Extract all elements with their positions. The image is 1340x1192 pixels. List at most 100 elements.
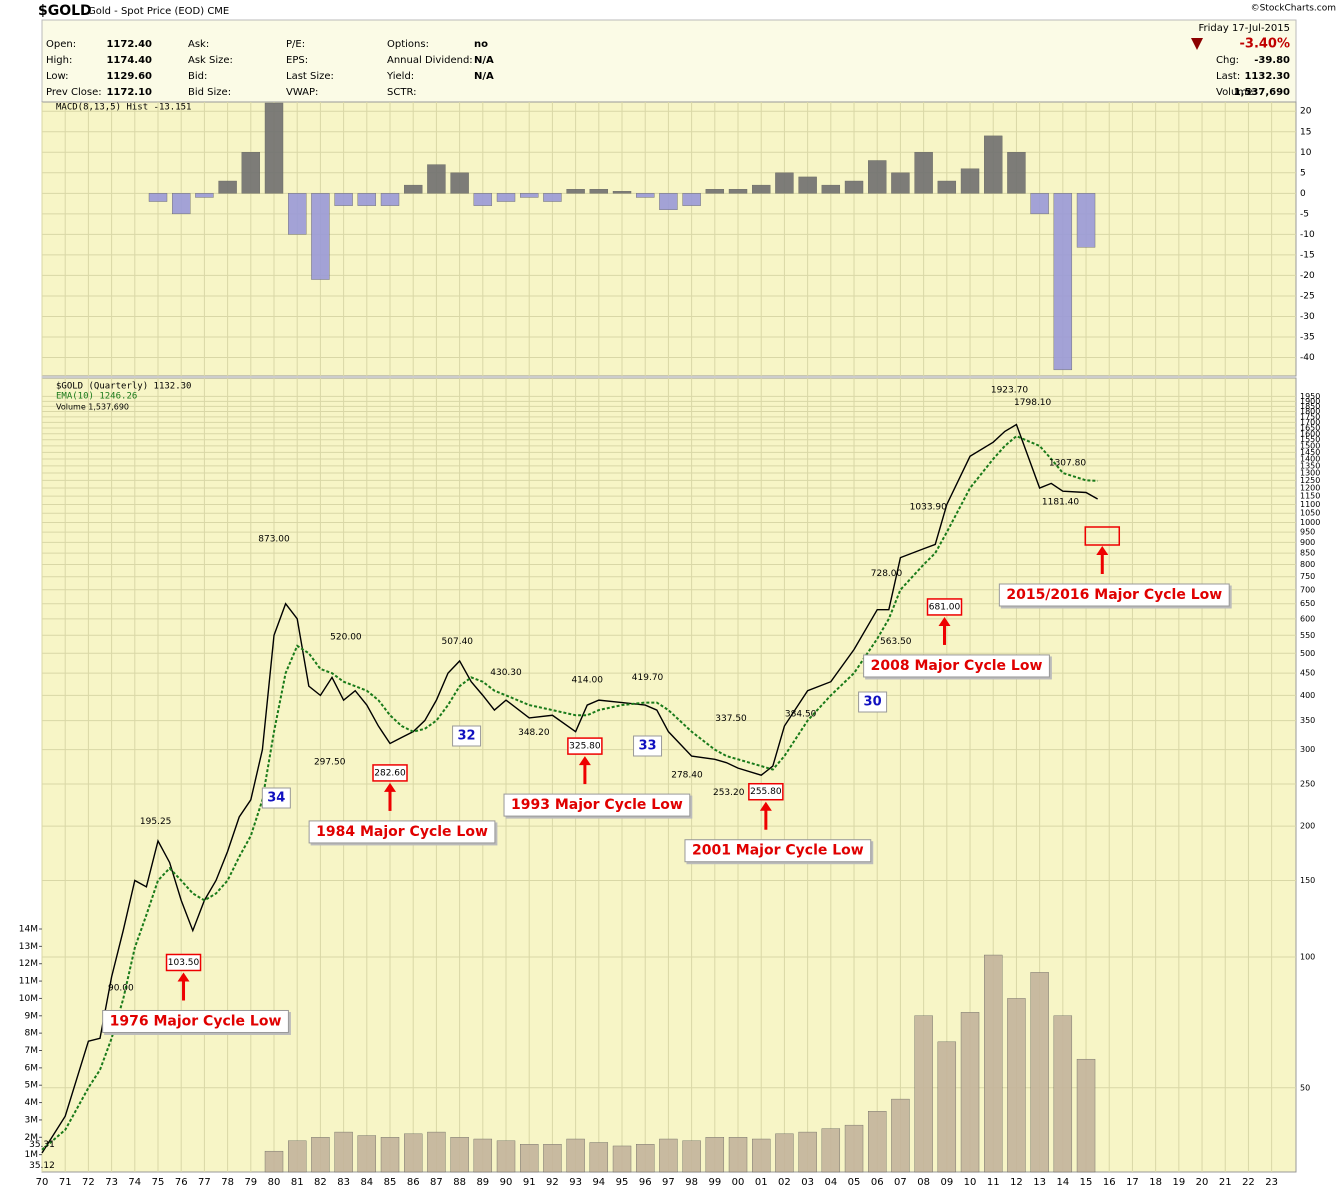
field-value: 1172.40 [106, 39, 152, 50]
bar [311, 193, 330, 280]
x-tick-label: 03 [801, 1177, 814, 1188]
bar [1053, 1015, 1073, 1173]
field-label: P/E: [286, 39, 305, 50]
volume-tick-label: 1M [25, 1150, 39, 1160]
price-label: 873.00 [258, 535, 290, 545]
y-tick-label: 1850 [1300, 402, 1320, 411]
y-tick-label: -5 [1300, 209, 1309, 219]
x-tick-label: 90 [500, 1177, 513, 1188]
field-value: N/A [474, 71, 494, 82]
volume-tick-label: 8M [25, 1029, 39, 1039]
field-value: N/A [474, 55, 494, 66]
y-tick-label: 20 [1300, 107, 1312, 117]
x-tick-label: 06 [871, 1177, 884, 1188]
y-tick-label: 850 [1300, 549, 1315, 558]
arrow-head [384, 782, 397, 792]
arrow-head [177, 972, 190, 982]
bar [682, 193, 701, 206]
x-tick-label: 04 [824, 1177, 837, 1188]
price-label: 35.12 [29, 1161, 55, 1171]
x-tick-label: 72 [82, 1177, 95, 1188]
cycle-low-text: 1984 Major Cycle Low [316, 824, 488, 840]
y-tick-label: 700 [1300, 585, 1315, 594]
y-tick-label: 1650 [1300, 423, 1320, 432]
y-tick-label: 1300 [1300, 468, 1320, 477]
bar [891, 1098, 910, 1173]
price-label: 195.25 [140, 817, 172, 827]
field-label: Bid Size: [188, 87, 231, 98]
low-box [165, 953, 202, 972]
x-tick-label: 02 [778, 1177, 791, 1188]
callout-box [102, 1009, 289, 1033]
price-label: 297.50 [314, 758, 346, 768]
bar [427, 164, 446, 194]
field-label: Low: [46, 71, 69, 82]
bar [821, 1128, 841, 1173]
x-tick-label: 70 [36, 1177, 49, 1188]
x-tick-label: 94 [592, 1177, 605, 1188]
y-tick-label: 1050 [1300, 509, 1320, 518]
bar [520, 1144, 539, 1173]
low-box [567, 737, 603, 755]
x-tick-label: 83 [337, 1177, 350, 1188]
cycle-low-text: 1993 Major Cycle Low [511, 797, 683, 813]
y-tick-label: 100 [1300, 952, 1315, 961]
x-tick-label: 13 [1033, 1177, 1046, 1188]
field-label: Options: [387, 39, 429, 50]
y-tick-label: 1600 [1300, 429, 1320, 438]
y-tick-label: -40 [1300, 353, 1315, 363]
volume-tick-label: 4M [25, 1098, 39, 1108]
low-box [926, 598, 963, 616]
y-tick-label: 800 [1300, 560, 1315, 569]
low-box [1084, 526, 1121, 546]
bar [589, 189, 609, 194]
y-tick-label: 1250 [1300, 476, 1320, 485]
y-tick-label: -10 [1300, 230, 1315, 240]
y-tick-label: 900 [1300, 538, 1315, 547]
bar [543, 193, 562, 202]
y-tick-label: 1500 [1300, 441, 1320, 450]
bar [380, 193, 400, 206]
bar [775, 1133, 794, 1173]
low-box [372, 764, 408, 782]
price-label: 384.50 [785, 709, 817, 719]
price-label: 35.31 [29, 1140, 55, 1150]
bar [1007, 998, 1026, 1173]
low-label: 255.80 [750, 787, 782, 797]
symbol: $GOLD [38, 3, 92, 19]
x-tick-label: 00 [732, 1177, 745, 1188]
y-tick-label: 10 [1300, 148, 1312, 158]
x-tick-label: 73 [105, 1177, 118, 1188]
legend-entry: EMA(10) 1246.26 [56, 392, 137, 402]
x-tick-label: 98 [685, 1177, 698, 1188]
field-value: 1,537,690 [1234, 87, 1290, 98]
volume-tick-label: 6M [25, 1063, 39, 1073]
bar [450, 1137, 469, 1173]
bar [172, 193, 191, 215]
x-tick-label: 76 [175, 1177, 188, 1188]
bar [798, 1131, 817, 1173]
bar [984, 135, 1003, 194]
x-tick-label: 75 [152, 1177, 165, 1188]
x-tick-label: 78 [221, 1177, 234, 1188]
y-tick-label: 1950 [1300, 392, 1320, 401]
cycle-low-text: 2015/2016 Major Cycle Low [1006, 587, 1222, 603]
bar [821, 184, 841, 194]
x-tick-label: 16 [1103, 1177, 1116, 1188]
x-tick-label: 89 [476, 1177, 489, 1188]
volume-tick-label: 7M [25, 1046, 39, 1056]
x-tick-label: 86 [407, 1177, 420, 1188]
x-tick-label: 12 [1010, 1177, 1023, 1188]
bar [937, 1041, 957, 1173]
price-label: 1798.10 [1014, 398, 1051, 408]
field-label: SCTR: [387, 87, 416, 98]
bar [798, 176, 817, 194]
bar [288, 193, 307, 235]
y-tick-label: 15 [1300, 127, 1311, 137]
bar [264, 102, 284, 194]
bar [914, 152, 933, 194]
price-label: 1307.80 [1049, 458, 1086, 468]
x-tick-label: 87 [430, 1177, 443, 1188]
volume-tick-label: 10M [19, 994, 38, 1004]
header-panel [41, 19, 1297, 103]
